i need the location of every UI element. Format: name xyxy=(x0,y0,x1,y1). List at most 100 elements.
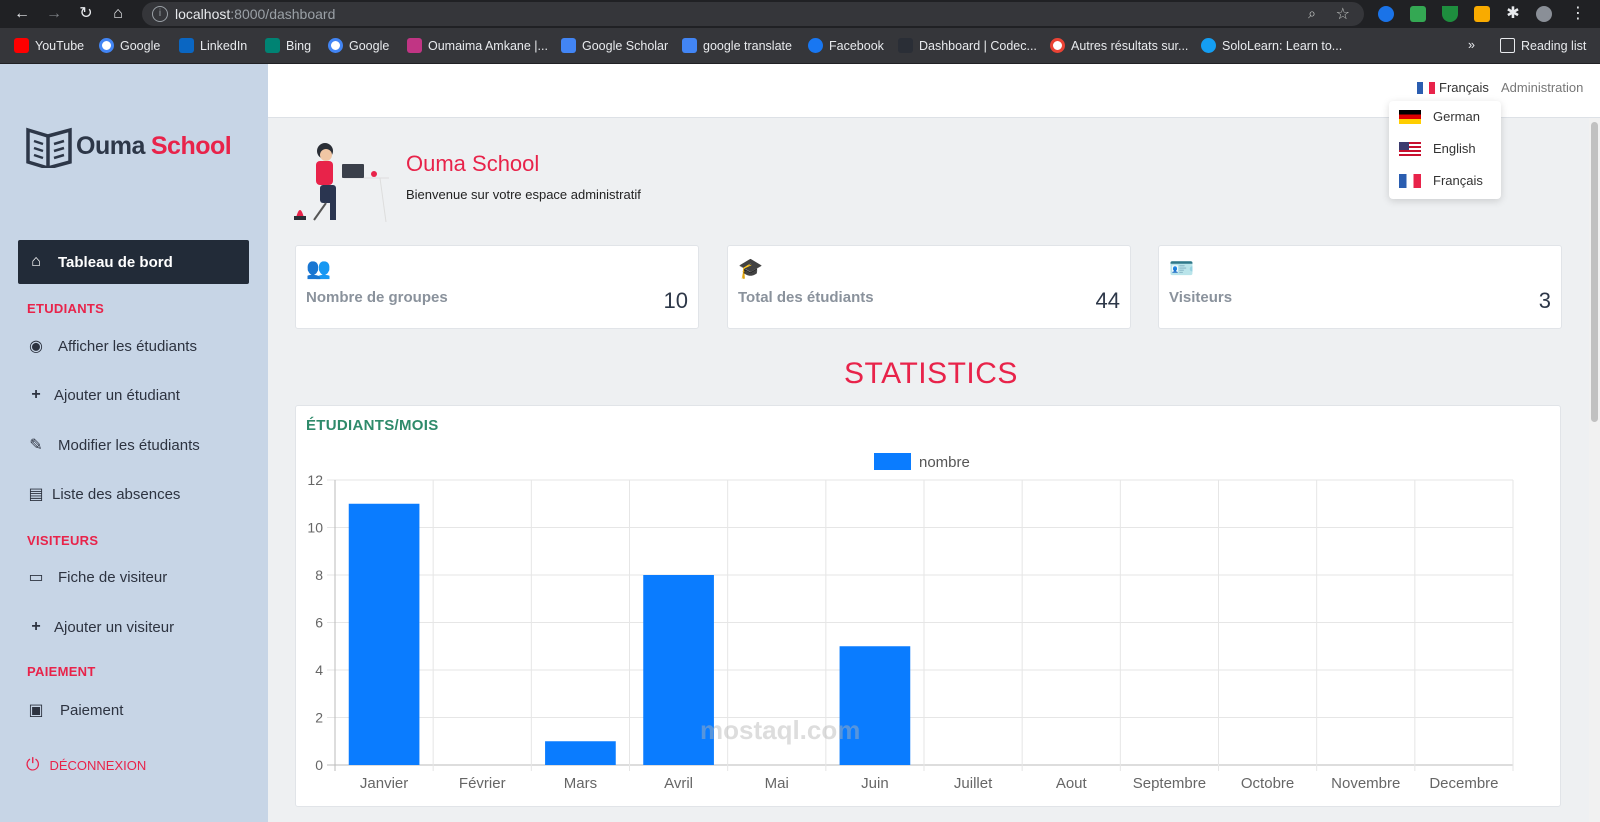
sidebar-item-liste-absences[interactable]: ▤ Liste des absences xyxy=(18,472,249,516)
bookmark-oumaima[interactable]: Oumaima Amkane |... xyxy=(407,38,548,53)
bookmark-facebook[interactable]: Facebook xyxy=(808,38,884,53)
y-tick-label: 4 xyxy=(315,662,323,678)
chart-panel xyxy=(295,405,1561,807)
statistics-heading: STATISTICS xyxy=(844,357,1018,390)
id-card-icon: ▭ xyxy=(28,569,44,586)
extension-icon[interactable] xyxy=(1474,6,1490,22)
bookmarks-overflow[interactable]: » xyxy=(1468,38,1475,52)
welcome-subtitle: Bienvenue sur votre espace administratif xyxy=(406,187,641,202)
stat-card-groupes: 👥 Nombre de groupes 10 xyxy=(295,245,699,329)
chart-title: ÉTUDIANTS/MOIS xyxy=(306,417,439,434)
section-label-paiement: PAIEMENT xyxy=(27,664,96,679)
language-option-francais[interactable]: Français xyxy=(1399,173,1483,188)
url-text[interactable]: localhost:8000/dashboard xyxy=(175,6,336,22)
x-tick-label: Novembre xyxy=(1331,775,1400,792)
sidebar-item-label: Ajouter un étudiant xyxy=(54,386,180,404)
section-label-visiteurs: VISITEURS xyxy=(27,533,99,548)
profile-avatar[interactable] xyxy=(1536,6,1552,22)
x-tick-label: Juin xyxy=(861,775,889,792)
x-tick-label: Aout xyxy=(1056,775,1088,792)
logout-link[interactable]: ⏻ DÉCONNEXION xyxy=(26,755,146,775)
language-dropdown: German English Français xyxy=(1389,101,1501,199)
puzzle-icon[interactable]: ✱ xyxy=(1506,5,1520,22)
logo-text: Ouma School xyxy=(76,131,232,160)
book-logo-icon xyxy=(26,127,72,168)
y-tick-label: 10 xyxy=(307,520,323,536)
sidebar-item-label: Paiement xyxy=(60,701,124,719)
sidebar-item-label: Fiche de visiteur xyxy=(58,568,168,586)
bookmark-star-icon[interactable]: ☆ xyxy=(1335,6,1350,23)
menu-icon[interactable]: ⋮ xyxy=(1570,5,1586,22)
bookmark-bing[interactable]: Bing xyxy=(265,38,311,53)
language-selector[interactable]: Français xyxy=(1417,80,1489,95)
scrollbar-thumb[interactable] xyxy=(1591,122,1598,422)
legend-swatch xyxy=(874,453,911,470)
home-icon: ⌂ xyxy=(31,253,41,270)
power-icon: ⏻ xyxy=(26,755,40,774)
extension-icon[interactable] xyxy=(1410,6,1426,22)
language-option-english[interactable]: English xyxy=(1399,141,1476,156)
germany-flag-icon xyxy=(1399,109,1421,124)
sidebar-item-fiche-visiteur[interactable]: ▭ Fiche de visiteur xyxy=(18,555,249,599)
sidebar-item-modifier-etudiants[interactable]: ✎ Modifier les étudiants xyxy=(18,423,249,467)
shield-extension-icon[interactable] xyxy=(1442,6,1458,22)
sidebar-item-label: Tableau de bord xyxy=(58,253,173,271)
reload-icon[interactable]: ↻ xyxy=(79,5,93,22)
stat-card-etudiants: 🎓 Total des étudiants 44 xyxy=(727,245,1131,329)
zoom-icon[interactable]: ⌕ xyxy=(1308,5,1316,21)
bookmark-google-2[interactable]: Google xyxy=(328,38,389,53)
bookmark-sololearn[interactable]: SoloLearn: Learn to... xyxy=(1201,38,1342,53)
x-tick-label: Février xyxy=(459,775,506,792)
y-tick-label: 6 xyxy=(315,615,323,631)
stat-card-label: Nombre de groupes xyxy=(306,289,448,306)
x-tick-label: Mars xyxy=(564,775,597,792)
y-tick-label: 8 xyxy=(315,567,323,583)
edit-icon: ✎ xyxy=(29,437,43,454)
home-icon[interactable]: ⌂ xyxy=(113,5,123,22)
x-tick-label: Decembre xyxy=(1429,775,1498,792)
id-card-icon: 🪪 xyxy=(1169,258,1194,280)
sidebar-item-paiement[interactable]: ▣ Paiement xyxy=(18,688,249,732)
sidebar-item-label: Liste des absences xyxy=(52,485,181,503)
language-label: English xyxy=(1433,141,1476,156)
bookmark-google[interactable]: Google xyxy=(99,38,160,53)
section-label-etudiants: ETUDIANTS xyxy=(27,301,105,316)
sidebar: Ouma School xyxy=(0,64,268,822)
forward-icon[interactable]: → xyxy=(46,5,62,22)
bookmark-autres[interactable]: Autres résultats sur... xyxy=(1050,38,1188,53)
top-bar xyxy=(268,64,1600,118)
france-flag-icon xyxy=(1399,173,1421,188)
bookmark-youtube[interactable]: YouTube xyxy=(14,38,84,53)
page-scrollbar[interactable] xyxy=(1589,118,1600,822)
sidebar-item-dashboard[interactable]: ⌂ Tableau de bord xyxy=(18,240,249,284)
stat-card-value: 44 xyxy=(1095,288,1120,313)
back-icon[interactable]: ← xyxy=(14,5,30,22)
clipboard-icon: ▤ xyxy=(28,486,44,503)
bookmark-dashboard[interactable]: Dashboard | Codec... xyxy=(898,38,1037,53)
bookmarks-bar: YouTube Google LinkedIn Bing Google Ouma… xyxy=(0,28,1600,64)
bar-juin xyxy=(839,646,911,765)
y-tick-label: 0 xyxy=(315,757,323,773)
x-tick-label: Juillet xyxy=(954,775,993,792)
administration-link[interactable]: Administration xyxy=(1501,80,1584,95)
browser-toolbar: ← → ↻ ⌂ i localhost:8000/dashboard ⌕ ☆ ✱… xyxy=(0,0,1600,28)
y-tick-label: 12 xyxy=(307,472,323,488)
sidebar-item-afficher-etudiants[interactable]: ◉ Afficher les étudiants xyxy=(18,324,249,368)
stat-card-value: 10 xyxy=(663,288,688,313)
bookmark-google-scholar[interactable]: Google Scholar xyxy=(561,38,668,53)
reading-list[interactable]: Reading list xyxy=(1500,38,1586,53)
app-logo[interactable]: Ouma School xyxy=(26,124,232,168)
bookmark-linkedin[interactable]: LinkedIn xyxy=(179,38,247,53)
sidebar-item-ajouter-visiteur[interactable]: + Ajouter un visiteur xyxy=(18,605,249,649)
bookmark-google-translate[interactable]: google translate xyxy=(682,38,792,53)
student-illustration xyxy=(294,143,389,222)
site-info-icon[interactable]: i xyxy=(152,6,168,22)
users-icon: 👥 xyxy=(306,258,331,280)
language-option-german[interactable]: German xyxy=(1399,109,1480,124)
bar-chart: 0 2 4 6 8 10 12 Janvier Février Mars Avril Mai Juin J… xyxy=(307,453,1514,792)
address-bar[interactable]: i localhost:8000/dashboard ⌕ ☆ xyxy=(142,2,1364,26)
eye-icon: ◉ xyxy=(29,338,43,355)
x-tick-label: Avril xyxy=(664,775,693,792)
extension-icon[interactable] xyxy=(1378,6,1394,22)
sidebar-item-ajouter-etudiant[interactable]: + Ajouter un étudiant xyxy=(18,373,249,417)
